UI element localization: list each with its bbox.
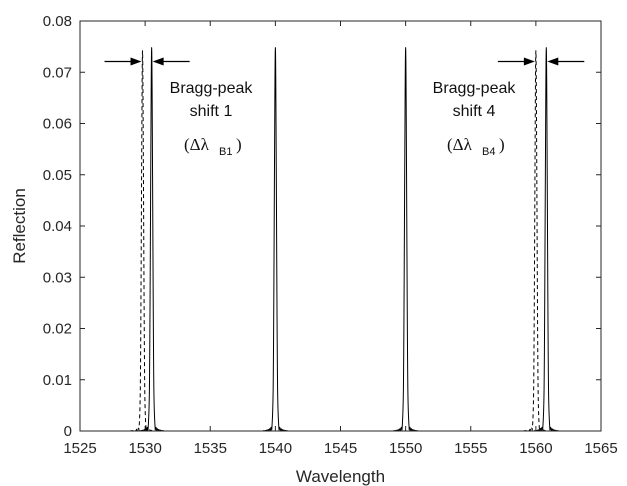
x-tick-label: 1525 xyxy=(63,440,96,457)
y-tick-label: 0.01 xyxy=(43,372,72,389)
x-tick-label: 1545 xyxy=(324,440,357,457)
y-tick-label: 0.05 xyxy=(43,167,72,184)
arrow-right-head xyxy=(547,57,559,66)
x-tick-label: 1560 xyxy=(519,440,552,457)
annotation-symbol: (Δλ xyxy=(447,135,473,154)
annotation-close: ) xyxy=(236,135,242,154)
annotation-2: Bragg-peak shift 4 (Δλ B4) xyxy=(433,57,585,158)
annotation-symbol: (Δλ xyxy=(184,135,210,154)
annotation-formula: (Δλ B4) xyxy=(447,135,505,158)
annotation-layer: Bragg-peak shift 1 (Δλ B1) Bragg-peak shift 4… xyxy=(104,57,585,158)
annotation-line-1: Bragg-peak xyxy=(433,80,517,97)
y-tick-label: 0.02 xyxy=(43,321,72,338)
x-tick-label: 1565 xyxy=(584,440,617,457)
annotation-1: Bragg-peak shift 1 (Δλ B1) xyxy=(104,57,254,158)
tick-labels-layer: 1525 1530 1535 1540 1545 1550 1555 1560 1565 0 0.0… xyxy=(43,13,618,457)
y-tick-label: 0.08 xyxy=(43,13,72,30)
x-tick-label: 1540 xyxy=(259,440,292,457)
annotation-subscript: B1 xyxy=(219,146,232,158)
x-axis-title: Wavelength xyxy=(296,467,385,486)
arrow-right-head xyxy=(152,57,164,66)
x-tick-label: 1555 xyxy=(454,440,487,457)
annotation-formula: (Δλ B1) xyxy=(184,135,242,158)
y-tick-label: 0 xyxy=(64,423,72,440)
plot-area xyxy=(80,21,601,431)
y-tick-label: 0.06 xyxy=(43,116,72,133)
plot-frame xyxy=(79,20,602,432)
annotation-subscript: B4 xyxy=(482,146,495,158)
arrow-left-head xyxy=(130,57,142,66)
annotation-line-2: shift 4 xyxy=(453,103,496,120)
x-tick-label: 1550 xyxy=(389,440,422,457)
annotation-line-1: Bragg-peak xyxy=(170,80,254,97)
y-axis-title: Reflection xyxy=(10,188,29,264)
x-tick-label: 1530 xyxy=(128,440,161,457)
y-tick-label: 0.03 xyxy=(43,269,72,286)
annotation-line-2: shift 1 xyxy=(190,103,233,120)
y-tick-label: 0.07 xyxy=(43,64,72,81)
y-tick-label: 0.04 xyxy=(43,218,72,235)
x-tick-label: 1535 xyxy=(194,440,227,457)
annotation-close: ) xyxy=(499,135,505,154)
arrow-left-head xyxy=(523,57,535,66)
